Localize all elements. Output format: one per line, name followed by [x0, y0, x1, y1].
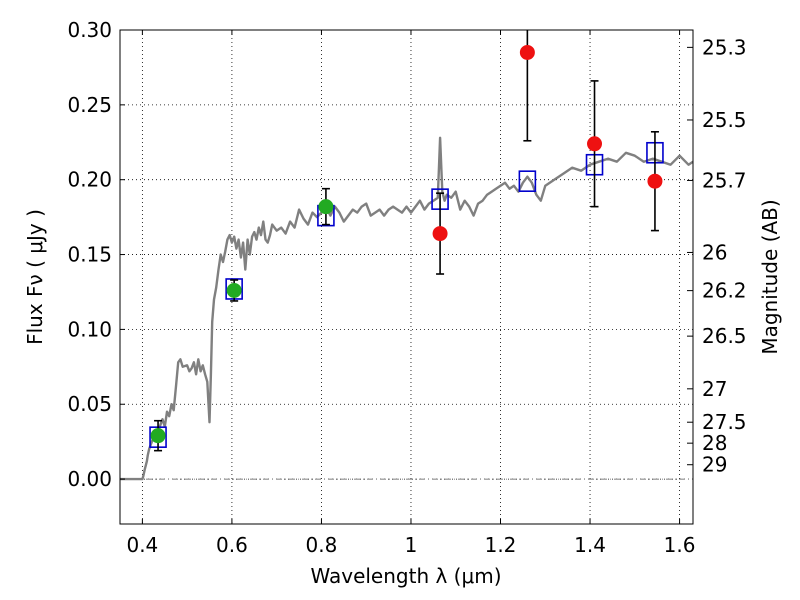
model-photometry-box — [518, 170, 537, 192]
y-tick-label: 0.20 — [67, 168, 112, 192]
right-tick-label: 27.5 — [702, 410, 747, 434]
x-tick-label: 1.2 — [485, 533, 517, 557]
right-tick-label: 25.5 — [702, 108, 747, 132]
x-axis-label: Wavelength λ (μm) — [310, 564, 501, 588]
red-observed-point — [519, 44, 535, 60]
right-tick-label: 25.3 — [702, 35, 747, 59]
red-observed-point — [432, 226, 448, 242]
y-axis-label: Flux Fν ( μJy ) — [23, 209, 47, 345]
right-tick-label: 25.7 — [702, 168, 747, 192]
x-tick-label: 0.8 — [306, 533, 338, 557]
green-observed-point — [226, 282, 242, 298]
right-tick-label: 26.5 — [702, 324, 747, 348]
y-tick-label: 0.10 — [67, 317, 112, 341]
x-tick-label: 0.6 — [216, 533, 248, 557]
right-tick-label: 26 — [702, 240, 727, 264]
y-axis-ticks: 0.00 0.05 0.10 0.15 0.20 0.25 0.30 — [67, 18, 125, 491]
x-tick-label: 0.4 — [126, 533, 158, 557]
green-observed-point — [318, 199, 334, 215]
plot-area — [120, 30, 693, 481]
sed-model-line — [120, 136, 693, 481]
right-tick-label: 28 — [702, 431, 727, 455]
x-tick-label: 1.4 — [574, 533, 606, 557]
x-axis-ticks: 0.4 0.6 0.8 1 1.2 1.4 1.6 — [126, 30, 695, 557]
y-tick-label: 0.15 — [67, 243, 112, 267]
right-axis-label: Magnitude (AB) — [758, 199, 782, 354]
y-tick-label: 0.25 — [67, 93, 112, 117]
x-tick-label: 1.6 — [664, 533, 696, 557]
x-tick-label: 1 — [405, 533, 418, 557]
right-tick-label: 26.2 — [702, 279, 747, 303]
y-tick-label: 0.05 — [67, 392, 112, 416]
y-tick-label: 0.30 — [67, 18, 112, 42]
red-observed-point — [647, 173, 663, 189]
green-observed-point — [150, 428, 166, 444]
red-observed-point — [587, 136, 603, 152]
right-tick-label: 29 — [702, 453, 727, 477]
plot-frame — [119, 29, 694, 525]
y-tick-label: 0.00 — [67, 467, 112, 491]
right-tick-label: 27 — [702, 377, 727, 401]
